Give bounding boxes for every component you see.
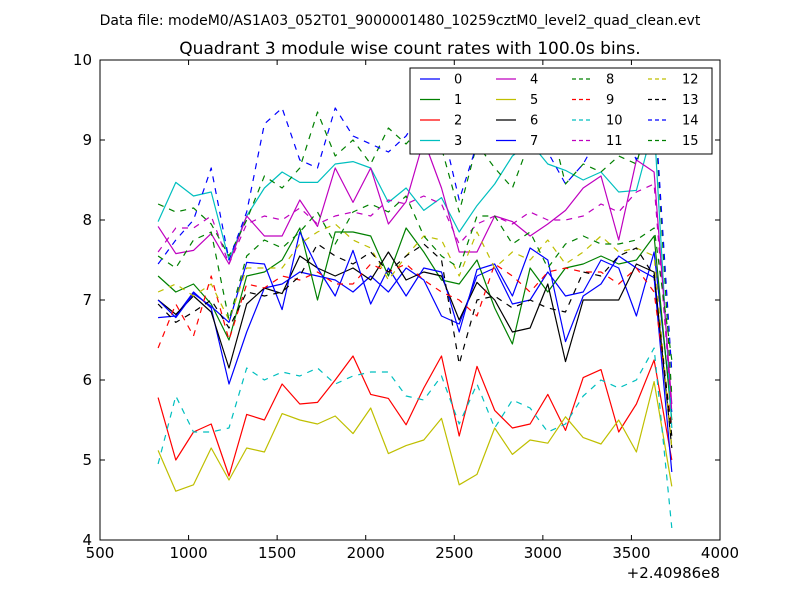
legend-label-8: 8 <box>606 73 614 88</box>
legend-label-2: 2 <box>454 114 462 129</box>
legend-label-3: 3 <box>454 134 462 149</box>
x-tick-label: 2500 <box>435 544 473 562</box>
legend-box <box>409 67 713 155</box>
chart-suptitle: Data file: modeM0/AS1A03_052T01_90000014… <box>100 13 701 29</box>
legend-label-4: 4 <box>530 73 538 88</box>
y-tick-label: 6 <box>82 371 92 389</box>
series-line-15 <box>157 195 673 361</box>
series-line-12 <box>157 223 673 449</box>
legend-label-10: 10 <box>606 114 623 129</box>
series-line-6 <box>157 251 673 449</box>
y-tick-label: 10 <box>73 51 92 69</box>
x-offset-label: +2.40986e8 <box>627 564 720 582</box>
series-line-11 <box>157 183 673 413</box>
y-tick-label: 5 <box>82 451 92 469</box>
legend-label-13: 13 <box>682 93 699 108</box>
series-line-2 <box>157 355 673 477</box>
x-tick-label: 500 <box>86 544 115 562</box>
y-tick-label: 9 <box>82 131 92 149</box>
legend-label-12: 12 <box>682 73 699 88</box>
legend-label-7: 7 <box>530 134 538 149</box>
y-tick-label: 7 <box>82 291 92 309</box>
series-line-7 <box>157 231 673 473</box>
series-line-9 <box>157 263 673 429</box>
legend-label-6: 6 <box>530 114 538 129</box>
series-lines <box>157 95 673 529</box>
series-line-14 <box>157 95 673 373</box>
series-line-5 <box>157 381 673 492</box>
x-tick-label: 2000 <box>347 544 385 562</box>
legend-label-9: 9 <box>606 93 614 108</box>
legend-label-15: 15 <box>682 134 699 149</box>
y-tick-label: 8 <box>82 211 92 229</box>
legend-label-5: 5 <box>530 93 538 108</box>
chart-title: Quadrant 3 module wise count rates with … <box>179 39 640 59</box>
plot-area: 500 1000 1500 2000 2500 3000 3500 400045678910 … <box>73 51 739 562</box>
legend-label-11: 11 <box>606 134 623 149</box>
x-tick-label: 1000 <box>169 544 207 562</box>
y-tick-label: 4 <box>82 531 92 549</box>
x-tick-label: 4000 <box>701 544 739 562</box>
x-tick-label: 3500 <box>612 544 650 562</box>
legend-label-0: 0 <box>454 73 462 88</box>
series-line-10 <box>157 347 673 529</box>
series-line-0 <box>158 251 673 413</box>
series-line-4 <box>157 139 673 405</box>
series-line-13 <box>157 243 673 437</box>
series-line-1 <box>157 227 673 421</box>
legend-label-1: 1 <box>454 93 462 108</box>
legend-label-14: 14 <box>682 114 699 129</box>
x-tick-label: 3000 <box>524 544 562 562</box>
x-tick-label: 1500 <box>258 544 296 562</box>
